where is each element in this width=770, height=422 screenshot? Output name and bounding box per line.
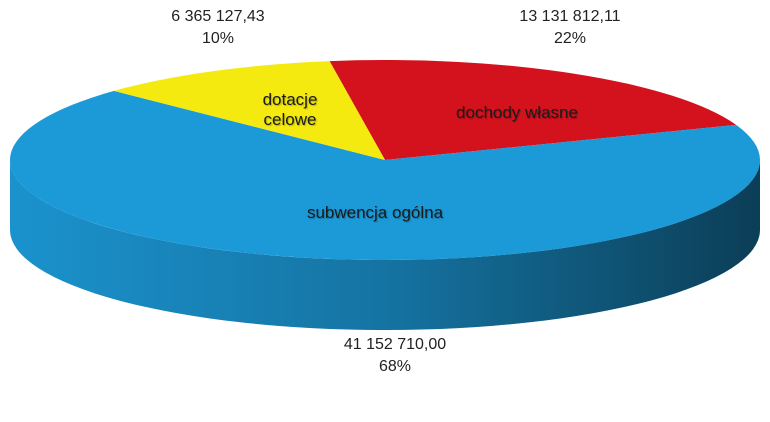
percent-label: 68%: [379, 358, 411, 375]
slice: [9, 90, 760, 261]
percent-label: 10%: [202, 30, 234, 47]
value-label: 6 365 127,43: [171, 8, 265, 25]
value-label: 13 131 812,11: [519, 8, 620, 25]
slice-label: dochody własne: [456, 103, 578, 122]
slice-label: dotacje celowe: [262, 90, 318, 129]
side-shade: [10, 160, 760, 330]
percent-label: 22%: [554, 30, 586, 47]
value-label: 41 152 710,00: [344, 336, 446, 353]
slice: [113, 61, 385, 160]
slice-label: subwencja ogólna: [306, 203, 444, 222]
slice: [329, 60, 737, 161]
